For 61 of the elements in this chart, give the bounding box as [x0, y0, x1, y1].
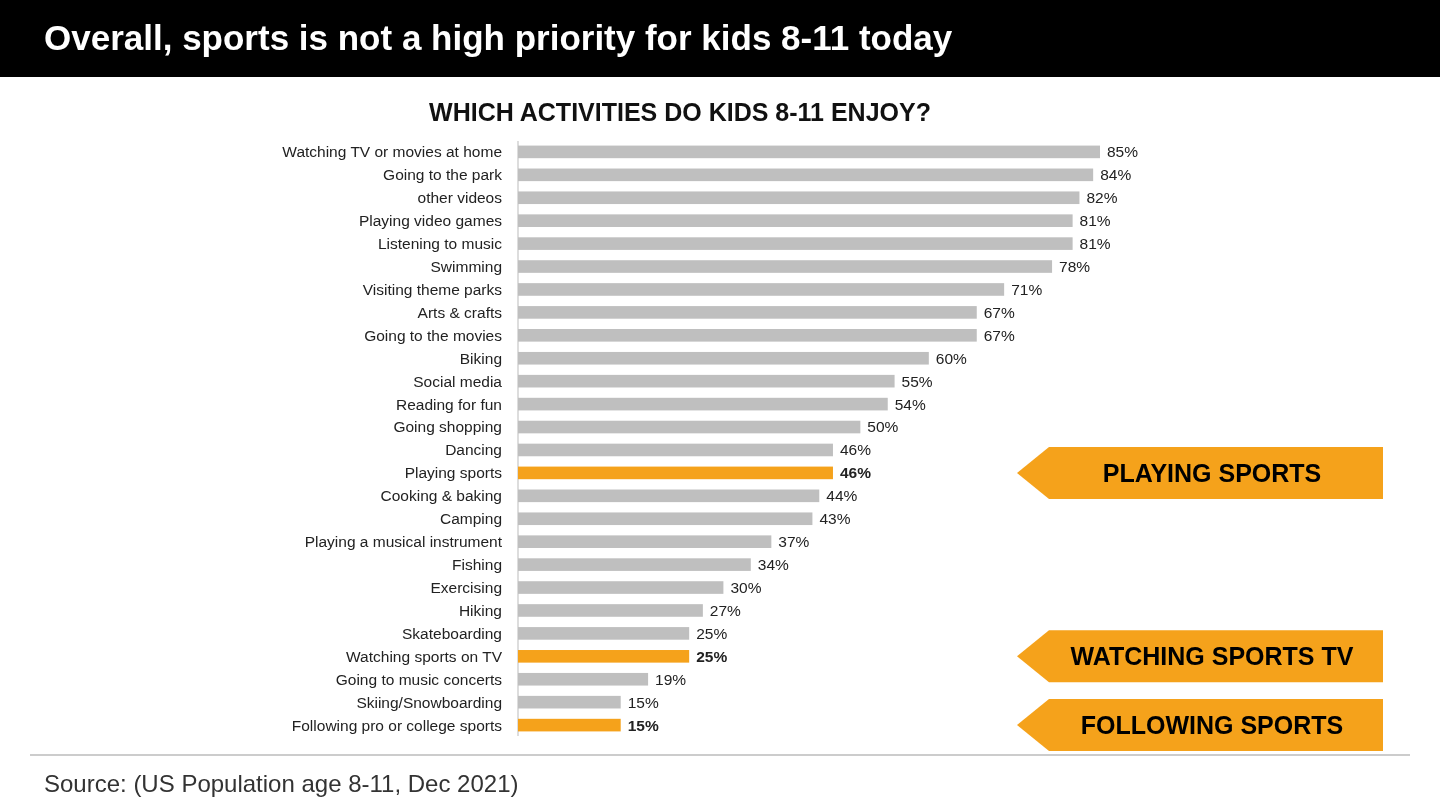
y-tick-label: Going to the park	[383, 166, 503, 184]
data-label: 81%	[1079, 235, 1111, 253]
data-label: 50%	[867, 418, 899, 436]
data-label: 60%	[935, 349, 968, 367]
annotation: FOLLOWING SPORTS	[1080, 710, 1344, 739]
source-note: Source: (US Population age 8-11, Dec 2021)	[44, 770, 519, 797]
y-tick-label: Watching sports on TV	[346, 647, 503, 665]
data-label: 46%	[839, 464, 872, 482]
data-label: 85%	[1107, 143, 1139, 161]
y-tick-label: Skateboarding	[402, 624, 502, 642]
y-tick-label: Swimming	[430, 257, 502, 275]
y-tick-label: Camping	[439, 510, 502, 528]
data-label: 78%	[1059, 257, 1091, 275]
data-label: 44%	[826, 487, 858, 505]
y-tick-label: Exercising	[430, 578, 502, 596]
y-tick-label: Going to the movies	[364, 326, 503, 344]
data-label: 71%	[1011, 280, 1043, 298]
data-label: 82%	[1086, 189, 1118, 207]
bar	[518, 718, 621, 732]
annotation: WATCHING SPORTS TV	[1070, 642, 1354, 671]
data-label: 81%	[1079, 212, 1111, 230]
data-label: 15%	[627, 716, 659, 734]
bar	[518, 650, 690, 663]
y-tick-label: Playing a musical instrument	[304, 533, 503, 551]
y-tick-label: Biking	[459, 349, 502, 367]
data-label: 67%	[983, 326, 1015, 344]
chart-subtitle: WHICH ACTIVITIES DO KIDS 8-11 ENJOY?	[429, 98, 931, 126]
data-label: 43%	[819, 510, 851, 528]
y-tick-label: Skiing/Snowboarding	[356, 693, 502, 711]
y-tick-label: Arts & crafts	[417, 303, 503, 321]
y-tick-label: Playing video games	[358, 212, 503, 230]
data-label: 27%	[709, 601, 742, 619]
data-label: 37%	[778, 533, 810, 551]
y-tick-label: Social media	[413, 372, 503, 390]
y-tick-label: Hiking	[458, 601, 502, 619]
text: PLAYING SPORTS	[1102, 458, 1322, 487]
y-tick-label: Going shopping	[393, 418, 502, 436]
data-label: 67%	[983, 303, 1015, 321]
y-tick-label: Going to music concerts	[335, 670, 503, 688]
y-tick-label: Listening to music	[377, 235, 503, 253]
data-label: 34%	[757, 556, 790, 574]
y-tick-label: Dancing	[445, 441, 502, 459]
y-tick-label: Playing sports	[404, 464, 503, 482]
chart-title: Overall, sports is not a high priority for kids 8-11 today	[44, 18, 953, 57]
data-label: 55%	[901, 372, 933, 390]
data-label: 15%	[627, 693, 659, 711]
data-label: 84%	[1100, 166, 1132, 184]
y-tick-label: other videos	[417, 189, 503, 207]
y-tick-label: Following pro or college sports	[291, 716, 503, 734]
bar	[518, 466, 833, 480]
data-label: 25%	[696, 647, 728, 665]
data-label: 54%	[894, 395, 926, 413]
y-tick-label: Cooking & baking	[380, 487, 502, 505]
y-tick-label: Fishing	[452, 556, 502, 574]
data-label: 30%	[730, 578, 762, 596]
y-tick-label: Watching TV or movies at home	[282, 143, 502, 161]
data-label: 25%	[696, 624, 728, 642]
data-label: 46%	[839, 441, 872, 459]
y-tick-label: Visiting theme parks	[362, 280, 503, 298]
y-tick-label: Reading for fun	[396, 395, 502, 413]
data-label: 19%	[655, 670, 687, 688]
